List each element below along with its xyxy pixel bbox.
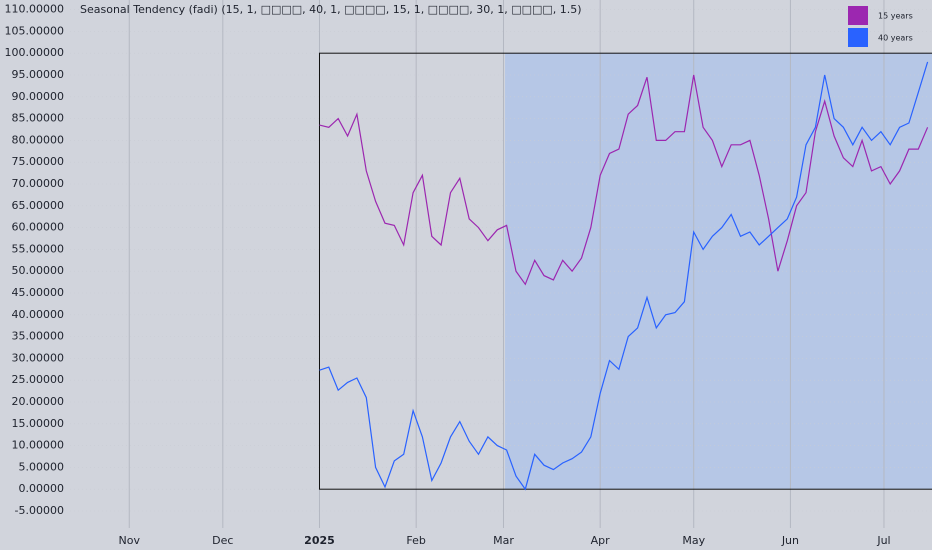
y-tick-label: 10.00000 <box>12 439 65 452</box>
y-tick-label: 55.00000 <box>12 242 65 255</box>
x-tick-label: Jun <box>781 534 799 547</box>
x-tick-label: Nov <box>119 534 141 547</box>
y-tick-label: 35.00000 <box>12 330 65 343</box>
legend-label: 40 years <box>878 34 913 43</box>
legend-swatch <box>848 6 868 25</box>
x-tick-label: Dec <box>212 534 233 547</box>
y-tick-label: 95.00000 <box>12 68 65 81</box>
series-line <box>319 61 929 491</box>
plot-layer <box>70 0 932 528</box>
y-tick-label: 15.00000 <box>12 417 65 430</box>
legend-swatch <box>848 28 868 47</box>
chart-title: Seasonal Tendency (fadi) (15, 1, □□□□, 4… <box>80 3 582 16</box>
y-tick-label: 75.00000 <box>12 155 65 168</box>
x-tick-label: Feb <box>406 534 425 547</box>
legend-label: 15 years <box>878 12 913 21</box>
y-tick-label: 105.00000 <box>5 24 65 37</box>
range-box <box>318 52 932 490</box>
x-tick-label: May <box>682 534 705 547</box>
y-tick-label: 70.00000 <box>12 177 65 190</box>
y-tick-label: 20.00000 <box>12 395 65 408</box>
y-tick-label: 45.00000 <box>12 286 65 299</box>
y-tick-label: 30.00000 <box>12 351 65 364</box>
y-tick-label: 25.00000 <box>12 373 65 386</box>
y-tick-label: 50.00000 <box>12 264 65 277</box>
y-tick-label: 40.00000 <box>12 308 65 321</box>
y-tick-label: 5.00000 <box>19 460 65 473</box>
y-tick-label: 65.00000 <box>12 199 65 212</box>
y-tick-label: 100.00000 <box>5 46 65 59</box>
x-tick-label: Mar <box>493 534 514 547</box>
series-line <box>319 74 929 286</box>
x-tick-label: Apr <box>591 534 611 547</box>
y-tick-label: 110.00000 <box>5 3 65 16</box>
y-tick-label: 85.00000 <box>12 112 65 125</box>
x-tick-label: Jul <box>876 534 890 547</box>
y-tick-label: 90.00000 <box>12 90 65 103</box>
y-tick-label: 0.00000 <box>19 482 65 495</box>
y-tick-label: -5.00000 <box>15 504 64 517</box>
y-tick-label: 60.00000 <box>12 221 65 234</box>
y-tick-label: 80.00000 <box>12 133 65 146</box>
x-tick-label: 2025 <box>304 534 335 547</box>
